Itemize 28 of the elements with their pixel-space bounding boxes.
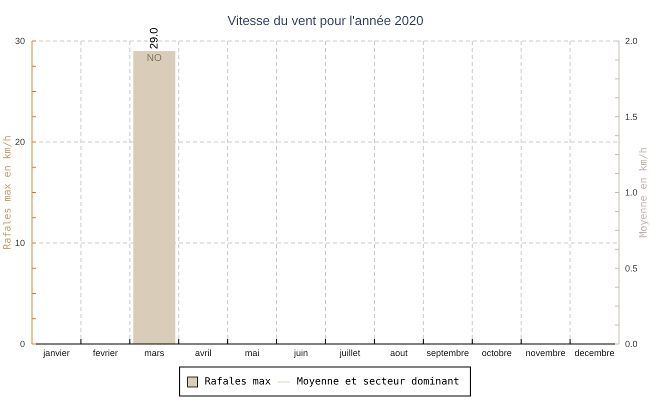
x-tick-label: juillet [338,348,361,358]
y-tick-label: 0 [20,339,25,349]
y-tick-label: 10 [14,238,25,248]
x-tick-label: octobre [482,348,512,358]
y-tick-label: 30 [14,36,25,46]
x-tick-label: mars [144,348,165,358]
legend-label: Rafales max [204,376,271,388]
x-tick-label: novembre [526,348,566,358]
y-axis-title: Rafales max en km/h [2,135,14,250]
x-tick-label: aout [390,348,408,358]
x-tick-label: septembre [426,348,470,358]
x-tick-label: mai [244,348,260,358]
legend-label: Moyenne et secteur dominant [296,376,460,388]
annotation: NO [146,53,162,64]
y2-tick-label: 2.0 [625,36,638,46]
x-tick-label: fevrier [92,348,118,358]
data-label: 29.0 [148,28,160,50]
x-tick-label: decembre [574,348,615,358]
x-tick-label: juin [293,348,308,358]
y2-tick-label: 1.0 [625,188,638,198]
x-tick-label: avril [194,348,212,358]
chart-title: Vitesse du vent pour l'année 2020 [228,13,424,28]
x-tick-label: janvier [42,348,70,358]
y2-axis-title: Moyenne en km/h [638,147,650,238]
y2-tick-label: 0.0 [625,339,638,349]
y2-tick-label: 0.5 [625,263,638,274]
y-tick-label: 20 [14,137,25,147]
y2-tick-label: 1.5 [625,112,638,122]
